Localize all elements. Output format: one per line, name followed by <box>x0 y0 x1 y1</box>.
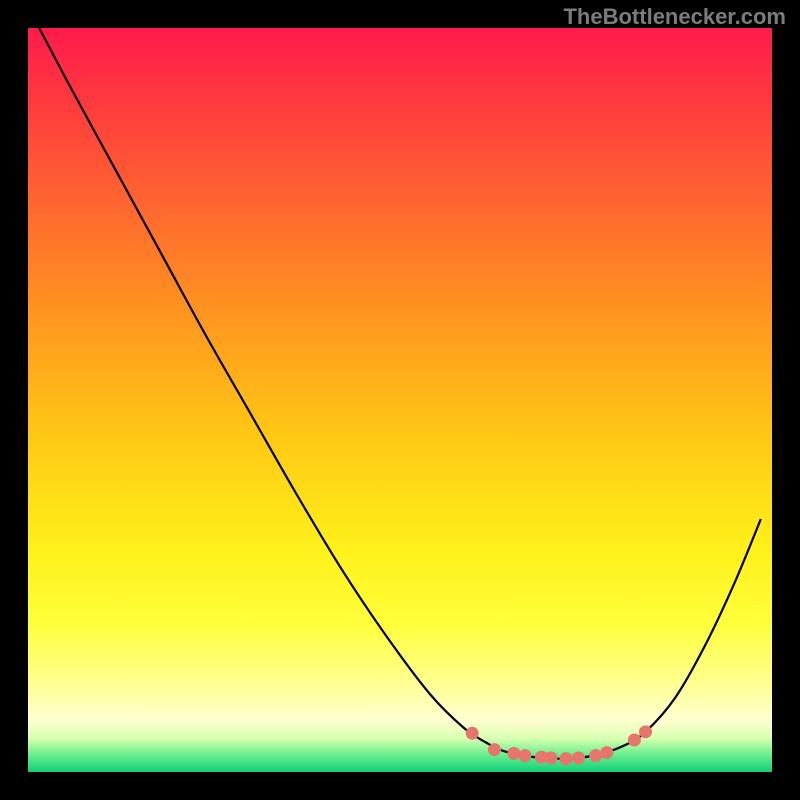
gradient-background <box>28 28 772 772</box>
plot-frame-bottom <box>0 772 800 800</box>
data-marker <box>600 746 613 759</box>
watermark-text: TheBottlenecker.com <box>563 4 786 30</box>
data-marker <box>572 751 585 764</box>
data-marker <box>559 752 572 765</box>
plot-frame-left <box>0 0 28 800</box>
data-marker <box>628 734 641 747</box>
data-marker <box>589 749 602 762</box>
data-marker <box>507 747 520 760</box>
data-marker <box>466 727 479 740</box>
data-marker <box>639 725 652 738</box>
data-marker <box>518 749 531 762</box>
data-marker <box>488 743 501 756</box>
plot-frame-right <box>772 0 800 800</box>
data-marker <box>545 751 558 764</box>
bottleneck-chart <box>0 0 800 800</box>
